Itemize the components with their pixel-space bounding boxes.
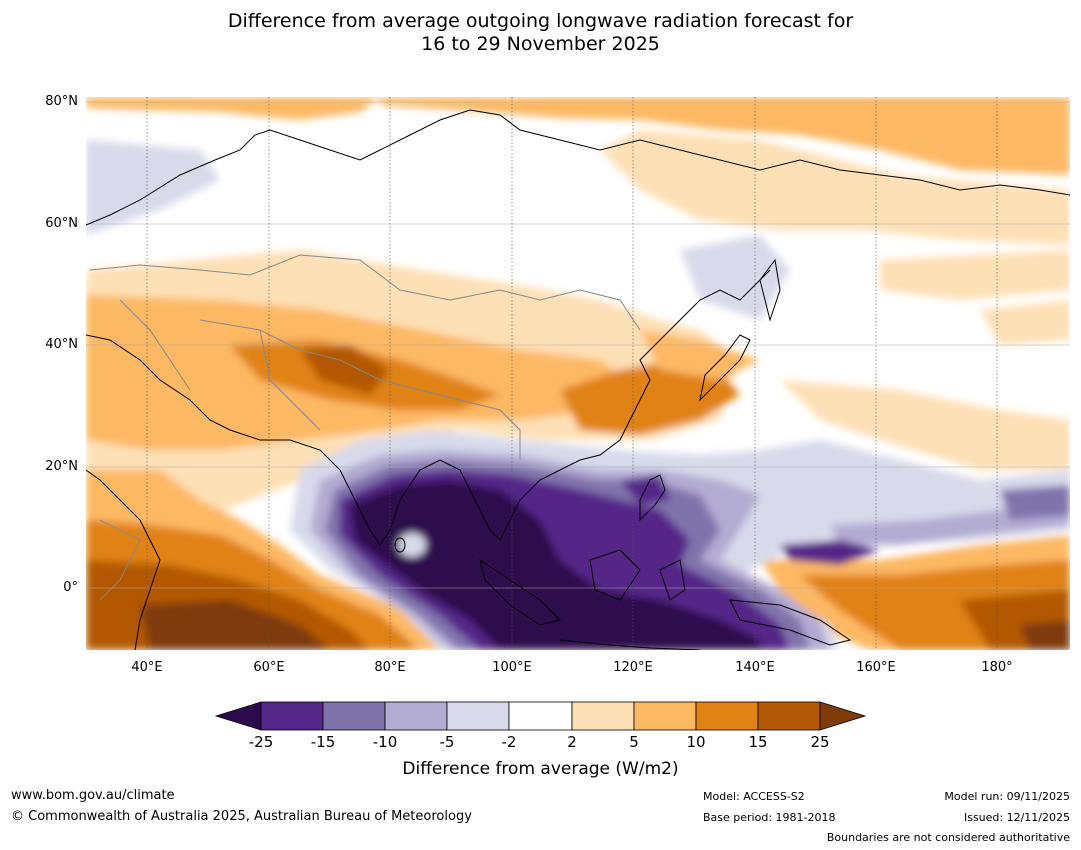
lon-label-80e: 80°E	[374, 660, 406, 675]
base-period: Base period: 1981-2018	[703, 811, 836, 824]
colorbar-tick: -2	[501, 733, 517, 751]
colorbar-tick: 10	[686, 733, 706, 751]
latitude-gridlines	[86, 101, 1070, 589]
coastlines	[86, 109, 1070, 650]
east-china-positive-region	[560, 360, 740, 435]
colorbar-tick: -10	[372, 733, 398, 751]
colorbar-tick: 25	[810, 733, 830, 751]
arctic-positive-region	[380, 97, 1070, 175]
colorbar-bin-4	[446, 701, 510, 731]
model-name: Model: ACCESS-S2	[703, 790, 805, 803]
lon-label-60e: 60°E	[253, 660, 285, 675]
colorbar-label: Difference from average (W/m2)	[402, 759, 679, 779]
lon-label-120e: 120°E	[613, 660, 653, 675]
colorbar-tick: -15	[310, 733, 336, 751]
model-run-date: Model run: 09/11/2025	[944, 790, 1070, 803]
colorbar-bin-7	[633, 701, 697, 731]
issued-date: Issued: 12/11/2025	[963, 811, 1070, 824]
colorbar-bin-9	[757, 701, 821, 731]
colorbar-tick: -5	[439, 733, 455, 751]
lon-label-140e: 140°E	[735, 660, 775, 675]
colorbar-high-extension	[819, 701, 867, 731]
colorbar-bin-6	[571, 701, 635, 731]
colorbar-tick: 5	[629, 733, 639, 751]
colorbar	[214, 701, 867, 731]
colorbar-tick: -25	[248, 733, 274, 751]
website-link[interactable]: www.bom.gov.au/climate	[11, 788, 175, 803]
lon-label-180: 180°	[981, 660, 1013, 675]
lon-label-40e: 40°E	[131, 660, 163, 675]
colorbar-bin-5	[508, 701, 573, 731]
copyright-text: © Commonwealth of Australia 2025, Austra…	[11, 809, 472, 824]
lat-label-0: 0°	[63, 580, 78, 595]
bay-of-bengal-negative-region	[350, 480, 760, 650]
lat-label-60n: 60°N	[45, 216, 78, 231]
lat-label-40n: 40°N	[45, 337, 78, 352]
lat-label-20n: 20°N	[45, 459, 78, 474]
colorbar-low-extension	[214, 701, 262, 731]
lon-label-160e: 160°E	[856, 660, 896, 675]
colorbar-bin-1	[260, 701, 324, 731]
chart-title-line1: Difference from average outgoing longwav…	[227, 10, 854, 32]
colorbar-tick: 2	[567, 733, 577, 751]
lat-label-80n: 80°N	[45, 94, 78, 109]
chart-title-line2: 16 to 29 November 2025	[421, 33, 660, 55]
colorbar-bin-3	[384, 701, 448, 731]
lon-label-100e: 100°E	[492, 660, 532, 675]
boundaries-disclaimer: Boundaries are not considered authoritat…	[826, 831, 1070, 844]
anomaly-field	[86, 97, 1070, 650]
colorbar-bin-8	[695, 701, 759, 731]
country-borders	[89, 254, 641, 601]
colorbar-tick: 15	[748, 733, 768, 751]
mongolia-negative-region	[680, 235, 790, 320]
colorbar-bin-2	[322, 701, 386, 731]
